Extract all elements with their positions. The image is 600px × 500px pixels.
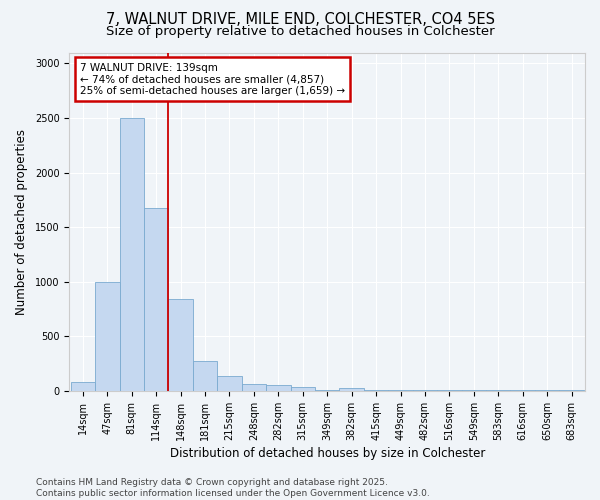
Bar [119, 118, 144, 391]
Bar [461, 390, 486, 391]
Text: 7, WALNUT DRIVE, MILE END, COLCHESTER, CO4 5ES: 7, WALNUT DRIVE, MILE END, COLCHESTER, C… [106, 12, 494, 28]
Text: 7 WALNUT DRIVE: 139sqm
← 74% of detached houses are smaller (4,857)
25% of semi-: 7 WALNUT DRIVE: 139sqm ← 74% of detached… [80, 62, 345, 96]
Bar [340, 388, 364, 391]
Bar [486, 390, 511, 391]
Bar [290, 386, 315, 391]
Bar [559, 390, 584, 391]
Bar [217, 376, 242, 391]
Bar [193, 362, 217, 391]
Bar [71, 382, 95, 391]
Bar [535, 390, 559, 391]
Bar [266, 386, 290, 391]
Bar [388, 390, 413, 391]
Bar [315, 390, 340, 391]
Bar [95, 282, 119, 391]
Text: Contains HM Land Registry data © Crown copyright and database right 2025.
Contai: Contains HM Land Registry data © Crown c… [36, 478, 430, 498]
X-axis label: Distribution of detached houses by size in Colchester: Distribution of detached houses by size … [170, 447, 485, 460]
Bar [144, 208, 169, 391]
Text: Size of property relative to detached houses in Colchester: Size of property relative to detached ho… [106, 25, 494, 38]
Bar [242, 384, 266, 391]
Bar [413, 390, 437, 391]
Bar [364, 390, 388, 391]
Bar [169, 299, 193, 391]
Bar [511, 390, 535, 391]
Bar [437, 390, 461, 391]
Y-axis label: Number of detached properties: Number of detached properties [15, 128, 28, 314]
